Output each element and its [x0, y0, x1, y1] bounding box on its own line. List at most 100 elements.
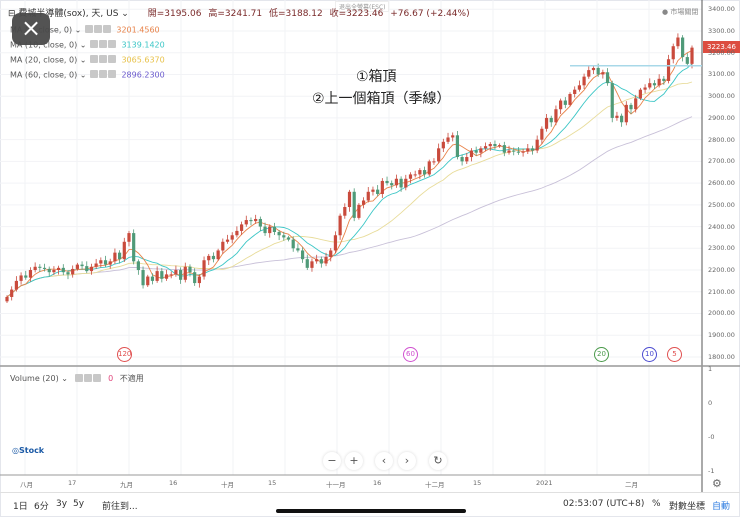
ma-legend-60[interactable]: MA (60, close, 0) ⌄ 2896.2300: [10, 70, 165, 80]
remove-icon[interactable]: [108, 70, 117, 78]
settings-icon[interactable]: [99, 55, 108, 63]
ma-marker-10[interactable]: 10: [642, 347, 657, 362]
candle-body: [662, 78, 666, 81]
candle: [291, 236, 295, 252]
logo-text: Stock: [18, 446, 45, 455]
ma-legend-buttons[interactable]: [90, 55, 117, 65]
ma-label[interactable]: MA (60, close, 0): [10, 70, 78, 80]
auto-scale-toggle[interactable]: 自動: [712, 502, 731, 512]
candle: [652, 80, 657, 90]
candle-body: [155, 271, 159, 281]
candle-body: [193, 272, 197, 284]
candle: [155, 266, 159, 283]
ma-marker-5[interactable]: 5: [667, 347, 682, 362]
candle-body: [66, 272, 70, 275]
annotation-box-top[interactable]: ①箱頂: [356, 69, 397, 85]
ma-label[interactable]: MA (10, close, 0): [10, 40, 78, 50]
reset-button[interactable]: ↻: [429, 452, 447, 470]
candle: [554, 105, 558, 126]
ma-legend-buttons[interactable]: [90, 70, 117, 80]
candle: [610, 80, 614, 123]
log-scale-toggle[interactable]: 對數坐標: [669, 502, 706, 512]
candle-body: [230, 235, 234, 240]
ma-legend-buttons[interactable]: [85, 25, 112, 35]
remove-icon[interactable]: [92, 373, 101, 382]
remove-icon[interactable]: [108, 40, 117, 48]
ma-line-20: [6, 81, 693, 298]
candle-body: [685, 57, 689, 64]
collapse-icon[interactable]: ⊟: [8, 9, 16, 19]
price-tick: 2200.00: [708, 266, 735, 275]
candle: [296, 243, 300, 253]
candle-body: [268, 226, 272, 234]
settings-gear-icon[interactable]: ⚙: [712, 477, 722, 490]
candle: [671, 43, 675, 64]
candle: [66, 270, 70, 280]
eye-icon[interactable]: [90, 40, 99, 48]
ma-marker-60[interactable]: 60: [403, 347, 418, 362]
remove-icon[interactable]: [103, 25, 112, 33]
range-6m[interactable]: 6分: [34, 502, 49, 512]
range-3y[interactable]: 3y: [56, 499, 68, 509]
eye-icon[interactable]: [90, 55, 99, 63]
symbol-legend[interactable]: ⊟ 費城半導體(sox), 天, US ⌄ 開=3195.06 高=3241.7…: [8, 9, 470, 19]
scroll-left-button[interactable]: ‹: [375, 452, 393, 470]
candle-body: [146, 276, 150, 286]
candle-body: [394, 178, 399, 186]
candle-body: [216, 250, 220, 260]
percent-toggle[interactable]: %: [652, 499, 661, 509]
range-5y[interactable]: 5y: [73, 499, 85, 509]
candle: [455, 130, 460, 160]
eye-icon[interactable]: [85, 25, 94, 33]
candle-body: [408, 174, 413, 179]
candle: [141, 266, 145, 289]
volume-legend-buttons[interactable]: [74, 373, 102, 384]
price-tick: 2500.00: [708, 200, 735, 209]
eye-icon[interactable]: [74, 373, 83, 382]
candle-body: [207, 255, 211, 261]
zoom-out-button[interactable]: −: [323, 452, 341, 470]
annotation-previous-box-top[interactable]: ②上一個箱頂（季線）: [312, 91, 451, 107]
price-tick: 3200.00: [708, 48, 735, 57]
settings-icon[interactable]: [99, 40, 108, 48]
candle: [441, 138, 445, 153]
candle-body: [315, 259, 319, 262]
goto-button[interactable]: 前往到...: [102, 502, 138, 512]
remove-icon[interactable]: [108, 55, 117, 63]
scroll-right-button[interactable]: ›: [398, 452, 416, 470]
ma-legend-20[interactable]: MA (20, close, 0) ⌄ 3065.6370: [10, 55, 165, 65]
price-tick: 2700.00: [708, 157, 735, 166]
candle-body: [587, 70, 591, 77]
candle-body: [333, 235, 338, 251]
candle: [47, 266, 51, 277]
candle: [352, 188, 356, 222]
settings-icon[interactable]: [99, 70, 108, 78]
zoom-in-button[interactable]: +: [345, 452, 363, 470]
eye-icon[interactable]: [90, 70, 99, 78]
candle-body: [451, 135, 455, 138]
ma-legend-buttons[interactable]: [90, 40, 117, 50]
ma-marker-20[interactable]: 20: [594, 347, 609, 362]
volume-label[interactable]: Volume (20): [10, 374, 59, 383]
range-1d[interactable]: 1日: [13, 502, 28, 512]
candle-body: [568, 94, 572, 105]
volume-legend[interactable]: Volume (20) ⌄ 0 不適用: [10, 373, 144, 384]
symbol-title[interactable]: 費城半導體(sox), 天, US: [18, 9, 119, 19]
candle-body: [94, 263, 98, 267]
candle: [498, 143, 502, 148]
candle: [507, 145, 511, 155]
candle: [202, 256, 206, 280]
candle-body: [132, 233, 136, 262]
close-icon[interactable]: ×: [12, 13, 50, 45]
time-tick: 九月: [120, 481, 133, 489]
ma-label[interactable]: MA (20, close, 0): [10, 55, 78, 65]
ma-marker-120[interactable]: 120: [117, 347, 132, 362]
settings-icon[interactable]: [94, 25, 103, 33]
settings-icon[interactable]: [83, 373, 92, 382]
ma-legend-10[interactable]: MA (10, close, 0) ⌄ 3139.1420: [10, 40, 165, 50]
candle: [164, 269, 169, 281]
candle: [103, 255, 108, 267]
candle-body: [282, 235, 286, 238]
candle: [94, 258, 98, 269]
